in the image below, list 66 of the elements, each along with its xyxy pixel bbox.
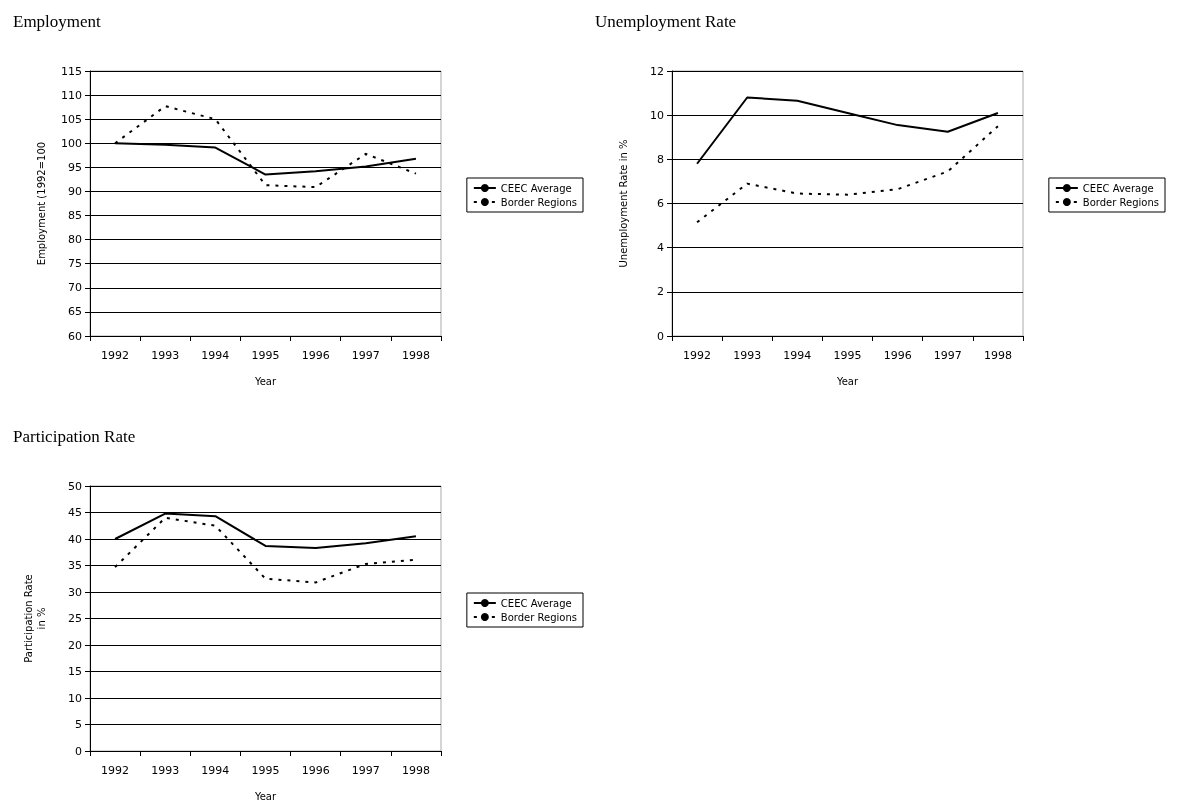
chart-title: Employment bbox=[13, 12, 102, 31]
x-axis-title: Year bbox=[835, 375, 859, 387]
x-tick-label: 1996 bbox=[883, 349, 912, 362]
chart-title: Participation Rate bbox=[13, 427, 136, 446]
y-tick-label: 25 bbox=[68, 612, 82, 625]
y-tick-label: 10 bbox=[650, 108, 664, 122]
x-axis-title: Year bbox=[253, 375, 277, 387]
y-tick-label: 105 bbox=[61, 112, 82, 126]
y-tick-label: 0 bbox=[75, 744, 82, 758]
y-axis-title: Participation Rate in % bbox=[23, 574, 47, 663]
y-tick-label: 70 bbox=[68, 281, 82, 295]
x-tick-label: 1992 bbox=[683, 349, 712, 362]
y-axis-title: Employment (1992=100 bbox=[36, 141, 47, 266]
y-tick-label: 2 bbox=[657, 285, 664, 299]
y-tick-label: 85 bbox=[68, 209, 82, 223]
x-tick-label: 1994 bbox=[201, 349, 230, 362]
legend-label: Border Regions bbox=[1082, 196, 1160, 208]
x-tick-label: 1997 bbox=[933, 349, 962, 362]
y-tick-label: 50 bbox=[68, 479, 82, 493]
x-tick-label: 1993 bbox=[151, 764, 180, 777]
y-tick-label: 6 bbox=[657, 197, 664, 210]
x-tick-label: 1994 bbox=[201, 764, 230, 777]
x-tick-label: 1995 bbox=[833, 349, 862, 362]
x-tick-label: 1995 bbox=[251, 349, 280, 362]
x-tick-label: 1996 bbox=[301, 764, 330, 777]
legend-label: CEEC Average bbox=[1082, 182, 1154, 194]
x-tick-label: 1992 bbox=[101, 349, 130, 362]
y-tick-label: 100 bbox=[61, 136, 82, 150]
x-tick-label: 1996 bbox=[301, 349, 330, 362]
y-tick-label: 35 bbox=[68, 559, 82, 572]
x-tick-label: 1997 bbox=[351, 349, 380, 362]
y-tick-label: 0 bbox=[657, 329, 664, 343]
x-tick-label: 1994 bbox=[783, 349, 812, 362]
y-axis-title: Unemployment Rate in % bbox=[618, 139, 629, 268]
x-tick-label: 1998 bbox=[401, 349, 430, 362]
y-tick-label: 115 bbox=[61, 64, 82, 78]
y-tick-label: 5 bbox=[75, 718, 82, 731]
y-tick-label: 40 bbox=[68, 532, 82, 546]
x-tick-label: 1998 bbox=[983, 349, 1012, 362]
y-tick-label: 45 bbox=[68, 506, 82, 519]
y-tick-label: 20 bbox=[68, 638, 82, 652]
legend-label: CEEC Average bbox=[500, 182, 572, 194]
chart-title: Unemployment Rate bbox=[595, 12, 737, 31]
y-tick-label: 90 bbox=[68, 184, 82, 198]
y-tick-label: 12 bbox=[650, 64, 664, 78]
x-axis-title: Year bbox=[253, 790, 277, 802]
x-tick-label: 1997 bbox=[351, 764, 380, 777]
y-tick-label: 80 bbox=[68, 233, 82, 247]
y-tick-label: 15 bbox=[68, 665, 82, 678]
x-tick-label: 1998 bbox=[401, 764, 430, 777]
x-tick-label: 1993 bbox=[151, 349, 180, 362]
x-tick-label: 1993 bbox=[733, 349, 762, 362]
legend-label: Border Regions bbox=[500, 196, 578, 208]
y-tick-label: 65 bbox=[68, 305, 82, 319]
y-tick-label: 60 bbox=[68, 329, 82, 343]
y-tick-label: 30 bbox=[68, 585, 82, 599]
y-tick-label: 8 bbox=[657, 152, 664, 166]
y-tick-label: 10 bbox=[68, 691, 82, 705]
legend-label: Border Regions bbox=[500, 611, 578, 623]
y-tick-label: 110 bbox=[61, 88, 82, 102]
legend-label: CEEC Average bbox=[500, 597, 572, 609]
y-tick-label: 4 bbox=[657, 241, 664, 255]
x-tick-label: 1992 bbox=[101, 764, 130, 777]
y-tick-label: 95 bbox=[68, 160, 82, 174]
x-tick-label: 1995 bbox=[251, 764, 280, 777]
y-tick-label: 75 bbox=[68, 257, 82, 271]
